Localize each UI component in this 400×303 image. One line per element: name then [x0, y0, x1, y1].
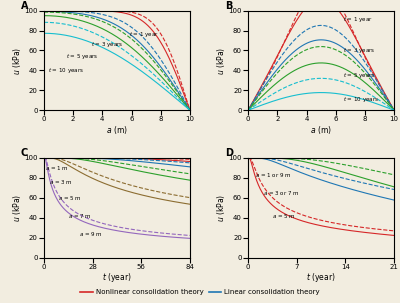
X-axis label: $a$ (m): $a$ (m) [106, 124, 128, 136]
Text: $a$ = 1 m: $a$ = 1 m [45, 164, 68, 172]
Legend: Nonlinear consolidation theory, Linear consolidation theory: Nonlinear consolidation theory, Linear c… [78, 286, 322, 298]
X-axis label: $t$ (year): $t$ (year) [306, 271, 336, 284]
Text: A: A [21, 1, 28, 11]
Text: $t$ = 10 years: $t$ = 10 years [343, 95, 379, 104]
Text: $a$ = 3 or 7 m: $a$ = 3 or 7 m [264, 189, 300, 197]
Text: $t$ = 3 years: $t$ = 3 years [343, 46, 375, 55]
X-axis label: $t$ (year): $t$ (year) [102, 271, 132, 284]
Text: $a$ = 5 m: $a$ = 5 m [272, 212, 296, 220]
Text: $a$ = 1 or 9 m: $a$ = 1 or 9 m [255, 171, 292, 179]
Text: $a$ = 5 m: $a$ = 5 m [58, 194, 82, 202]
Text: $t$ = 5 years: $t$ = 5 years [66, 52, 98, 61]
Text: $t$ = 10 years: $t$ = 10 years [48, 66, 84, 75]
Text: $t$ = 1 year: $t$ = 1 year [343, 15, 373, 24]
Text: $a$ = 7 m: $a$ = 7 m [68, 212, 92, 220]
Text: $t$ = 3 years: $t$ = 3 years [91, 40, 123, 49]
Y-axis label: $u$ (kPa): $u$ (kPa) [215, 46, 227, 75]
Text: $t$ = 1 year: $t$ = 1 year [128, 30, 158, 39]
Y-axis label: $u$ (kPa): $u$ (kPa) [11, 46, 23, 75]
Y-axis label: $u$ (kPa): $u$ (kPa) [11, 194, 23, 222]
Text: $t$ = 5 years: $t$ = 5 years [343, 71, 375, 80]
X-axis label: $a$ (m): $a$ (m) [310, 124, 332, 136]
Y-axis label: $u$ (kPa): $u$ (kPa) [215, 194, 227, 222]
Text: $a$ = 9 m: $a$ = 9 m [79, 230, 102, 238]
Text: C: C [21, 148, 28, 158]
Text: $a$ = 3 m: $a$ = 3 m [49, 178, 73, 186]
Text: B: B [225, 1, 232, 11]
Text: D: D [225, 148, 233, 158]
